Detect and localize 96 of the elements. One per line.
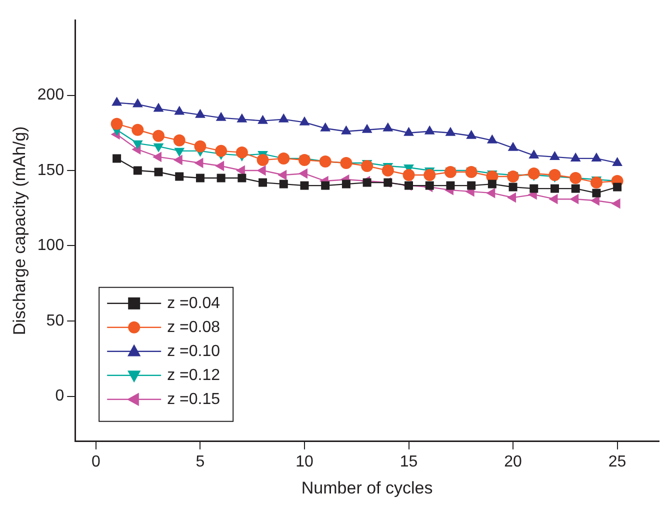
point [236, 113, 248, 122]
point [112, 154, 122, 163]
point [425, 181, 434, 190]
y-tick-label: 150 [37, 162, 64, 179]
point [486, 134, 498, 144]
point [404, 126, 414, 136]
point [258, 114, 268, 124]
point [424, 125, 435, 134]
x-tick-label: 25 [608, 453, 626, 470]
point [548, 194, 558, 204]
point [173, 134, 186, 146]
point [278, 170, 287, 180]
y-tick-label: 200 [37, 86, 64, 104]
point [195, 108, 206, 118]
point [216, 112, 226, 121]
y-tick-label: 50 [46, 312, 64, 330]
point [488, 180, 496, 188]
point [153, 102, 164, 112]
point [174, 106, 185, 115]
point [508, 182, 518, 192]
point [256, 154, 269, 166]
point [611, 198, 620, 209]
x-tick-label: 0 [91, 453, 100, 470]
point [216, 174, 226, 182]
point [467, 181, 476, 190]
point [507, 192, 516, 203]
point [154, 168, 163, 176]
point [110, 118, 123, 130]
point [570, 194, 579, 204]
point [298, 168, 308, 179]
point [548, 169, 561, 182]
legend-label: z =0.12 [167, 366, 220, 384]
point [570, 152, 581, 162]
point [613, 182, 622, 192]
legend-label: z =0.10 [167, 342, 220, 360]
point [175, 172, 184, 181]
point [194, 140, 206, 152]
point [382, 122, 394, 132]
x-tick-label: 20 [504, 453, 522, 470]
x-tick-label: 5 [196, 453, 205, 470]
legend-label: z =0.08 [167, 318, 220, 336]
point [173, 154, 182, 166]
point [132, 124, 144, 136]
point [112, 96, 122, 106]
point [152, 130, 165, 142]
legend-label: z =0.04 [167, 294, 220, 312]
point [196, 174, 204, 182]
point [424, 169, 436, 182]
point [402, 169, 415, 182]
point [466, 130, 477, 139]
point [278, 152, 290, 164]
point [238, 174, 246, 182]
x-axis-title: Number of cycles [301, 478, 433, 498]
point [445, 126, 456, 136]
point [341, 125, 352, 134]
point [133, 166, 142, 175]
x-tick-label: 10 [296, 453, 314, 470]
point [361, 160, 374, 172]
point [278, 113, 289, 122]
point [340, 156, 352, 169]
point [320, 122, 331, 132]
point [319, 155, 332, 168]
point [571, 184, 580, 193]
x-tick-label: 15 [400, 453, 418, 470]
point [279, 180, 288, 188]
point [132, 98, 143, 108]
point [570, 172, 582, 184]
point [258, 178, 268, 187]
point [362, 124, 372, 133]
y-tick-label: 0 [55, 388, 64, 405]
point [362, 178, 372, 187]
point [592, 188, 601, 198]
point [550, 150, 560, 160]
point [528, 149, 540, 158]
point [215, 160, 224, 172]
y-axis-title: Discharge capacity (mAh/g) [10, 126, 29, 336]
point [612, 156, 622, 166]
point [299, 116, 310, 126]
point [194, 158, 204, 168]
y-tick-label: 100 [37, 237, 64, 254]
point [446, 181, 455, 190]
point [486, 188, 496, 198]
point [342, 180, 350, 188]
point [382, 164, 394, 176]
point [550, 184, 559, 193]
point [508, 142, 518, 151]
point [256, 165, 266, 176]
point [528, 168, 540, 180]
legend-label: z =0.15 [167, 390, 220, 408]
point [321, 181, 330, 190]
point [590, 176, 602, 189]
point [152, 152, 162, 162]
point [591, 152, 602, 162]
point [215, 144, 228, 157]
point [300, 181, 309, 190]
point [530, 184, 538, 193]
